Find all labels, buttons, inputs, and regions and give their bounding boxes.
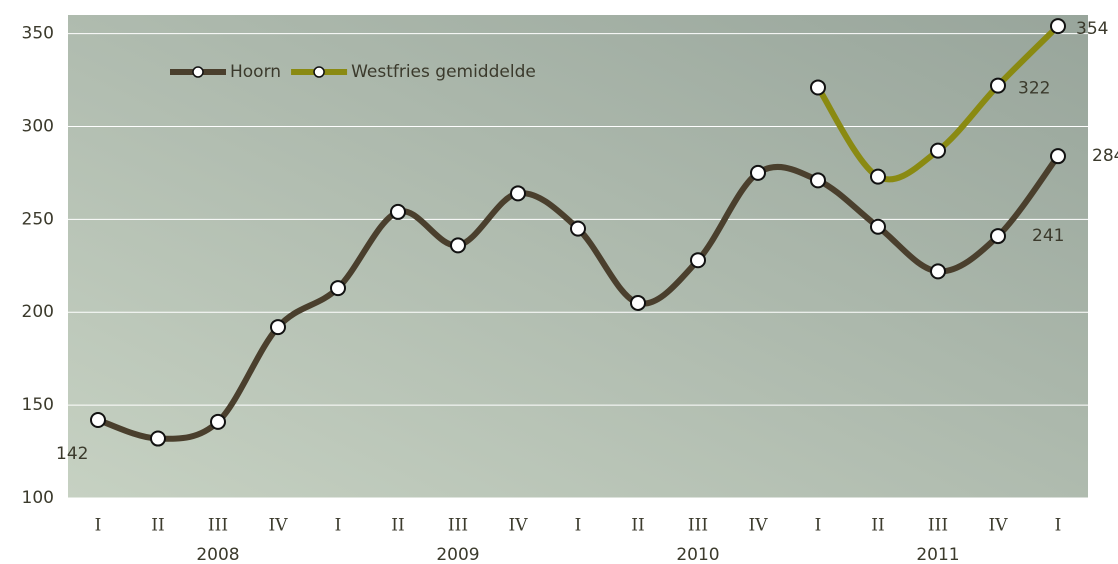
- point-marker: [930, 142, 946, 159]
- x-tick-label: I: [95, 516, 102, 536]
- point-marker: [150, 430, 166, 447]
- y-tick-label: 150: [22, 395, 54, 415]
- point-marker: [510, 185, 526, 202]
- plot-background: [68, 15, 1088, 498]
- x-tick-label: II: [151, 516, 164, 536]
- point-marker: [870, 168, 886, 185]
- year-label: 2008: [196, 545, 239, 564]
- data-label: 241: [1032, 226, 1064, 246]
- y-tick-label: 300: [22, 116, 54, 136]
- point-marker: [690, 252, 706, 269]
- point-marker: [330, 280, 346, 297]
- y-tick-label: 350: [22, 24, 54, 44]
- point-marker: [90, 411, 106, 428]
- x-tick-label: II: [391, 516, 404, 536]
- x-tick-label: I: [575, 516, 582, 536]
- legend-label: Hoorn: [230, 62, 281, 82]
- x-tick-label: IV: [749, 516, 769, 536]
- year-label: 2011: [916, 545, 959, 564]
- x-tick-label: III: [928, 516, 948, 536]
- legend-marker: [192, 66, 204, 78]
- point-marker: [1050, 18, 1066, 35]
- x-tick-label: II: [631, 516, 644, 536]
- x-tick-label: IV: [269, 516, 289, 536]
- y-tick-label: 100: [22, 488, 54, 508]
- x-tick-label: I: [815, 516, 822, 536]
- x-tick-label: III: [448, 516, 468, 536]
- point-marker: [570, 220, 586, 237]
- point-marker: [270, 319, 286, 336]
- y-tick-label: 250: [22, 209, 54, 229]
- legend-marker: [313, 66, 325, 78]
- point-marker: [750, 164, 766, 181]
- point-marker: [810, 172, 826, 189]
- point-marker: [930, 263, 946, 280]
- x-tick-label: IV: [509, 516, 529, 536]
- point-marker: [450, 237, 466, 254]
- point-marker: [990, 228, 1006, 245]
- point-marker: [390, 203, 406, 220]
- year-label: 2010: [676, 545, 719, 564]
- legend-label: Westfries gemiddelde: [351, 62, 536, 82]
- year-label: 2009: [436, 545, 479, 564]
- data-label: 354: [1076, 19, 1108, 39]
- x-tick-label: III: [688, 516, 708, 536]
- data-label: 284: [1092, 146, 1118, 166]
- x-tick-label: I: [335, 516, 342, 536]
- x-tick-label: II: [871, 516, 884, 536]
- data-label: 142: [56, 444, 88, 464]
- point-marker: [210, 413, 226, 430]
- point-marker: [810, 79, 826, 96]
- point-marker: [1050, 148, 1066, 165]
- data-label: 322: [1018, 79, 1050, 99]
- x-tick-label: I: [1055, 516, 1062, 536]
- point-marker: [990, 77, 1006, 94]
- point-marker: [870, 218, 886, 235]
- x-tick-label: IV: [989, 516, 1009, 536]
- x-tick-label: III: [208, 516, 228, 536]
- point-marker: [630, 294, 646, 311]
- y-tick-label: 200: [22, 302, 54, 322]
